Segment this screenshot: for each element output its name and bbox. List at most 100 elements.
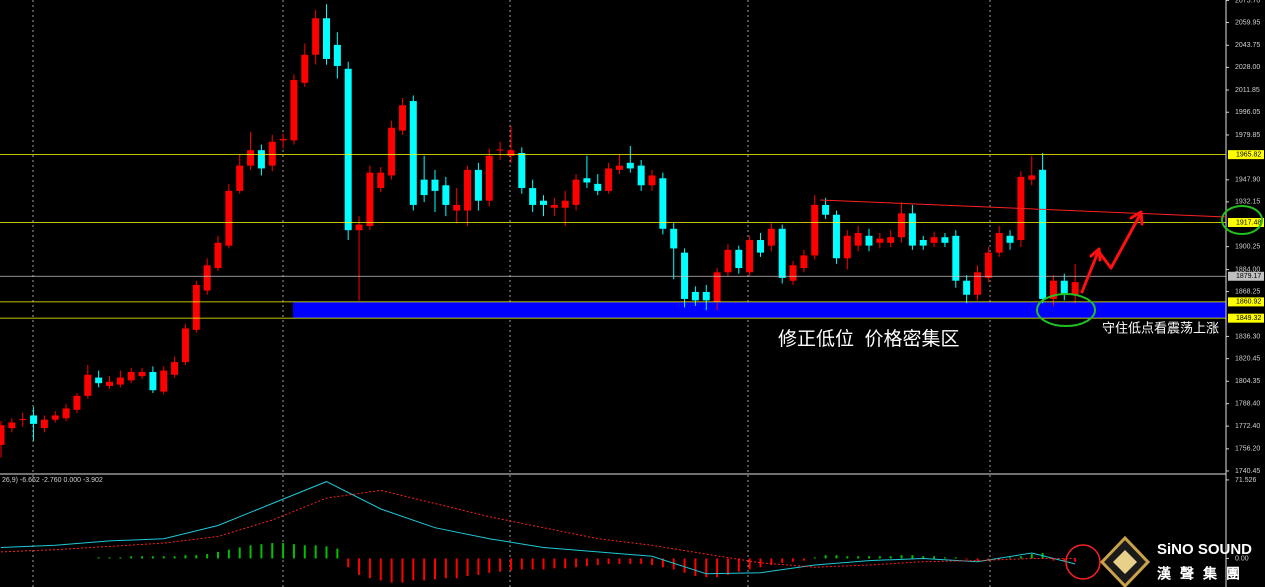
histogram-bar [1030, 554, 1033, 559]
price-level-label: 1849.32 [1236, 315, 1261, 322]
logo-subtitle: 漢聲集團 [1157, 566, 1249, 582]
candle-body [1028, 175, 1036, 180]
histogram-bar [954, 557, 957, 559]
y-tick-label: 2043.75 [1235, 42, 1260, 49]
histogram-bar [651, 558, 653, 566]
y-tick-label: 1932.15 [1235, 199, 1260, 206]
candle-body [236, 165, 244, 191]
candle-body [670, 228, 678, 249]
candle-body [854, 232, 862, 246]
y-tick-label: 1900.25 [1235, 244, 1260, 251]
candle-body [377, 172, 385, 189]
histogram-bar [607, 558, 610, 564]
histogram-bar [292, 544, 295, 559]
y-tick-label: 1996.05 [1235, 109, 1260, 116]
indicator-line [0, 481, 1076, 575]
candle-body [659, 178, 667, 229]
candle-body [106, 381, 113, 386]
histogram-bar [575, 558, 578, 568]
logo: SiNO SOUND 漢聲集團 [1099, 535, 1252, 587]
price-panel: 2075.70 2059.95 2043.75 2028.00 2011.85 1996.… [0, 0, 1264, 475]
candle-body [963, 280, 971, 295]
candle-body [843, 235, 851, 259]
candle-body [453, 204, 461, 211]
price-zone [293, 301, 1226, 319]
candle-body [1049, 280, 1057, 299]
candle-body [149, 371, 157, 391]
logo-mark [1113, 550, 1137, 574]
candle-body [572, 179, 580, 205]
candle-body [594, 183, 602, 191]
y-tick-label: 1820.45 [1235, 356, 1260, 363]
candle-body [366, 172, 374, 226]
candle-body [214, 242, 222, 269]
histogram-bar [976, 558, 979, 561]
y-tick-label: 1868.25 [1235, 288, 1260, 295]
histogram-bar [640, 558, 643, 564]
histogram-bar [759, 558, 762, 568]
candle-body [301, 54, 309, 83]
candle-body [496, 149, 504, 151]
histogram-bar [531, 558, 534, 570]
histogram-bar [119, 557, 122, 559]
candle-body [323, 18, 330, 59]
histogram-bar [401, 558, 404, 583]
histogram-bar [683, 558, 686, 573]
histogram-bar [802, 558, 805, 561]
histogram-bar [412, 558, 415, 581]
candle-body [898, 213, 906, 238]
histogram-bar [271, 543, 274, 559]
histogram-bar [477, 558, 480, 575]
macd-panel: 71.526 0.00 [0, 477, 1257, 583]
histogram-bar [325, 546, 328, 559]
histogram-bar [217, 551, 219, 559]
candle-body [355, 224, 363, 231]
histogram-bar [1009, 557, 1012, 559]
candle-body [203, 265, 211, 291]
candle-body [919, 240, 927, 246]
histogram-bar [488, 558, 491, 573]
candle-body [192, 284, 200, 330]
histogram-bar [336, 548, 339, 559]
histogram-bar [314, 545, 317, 559]
y-tick-label: 1804.35 [1235, 378, 1260, 385]
candle-body [702, 291, 710, 301]
histogram-bar [97, 557, 100, 559]
candle-body [181, 328, 189, 363]
price-level-tag [1228, 150, 1264, 160]
histogram-bar [249, 545, 252, 559]
candle-body [930, 237, 938, 243]
candle-body [225, 190, 233, 246]
candle-body [561, 200, 569, 208]
candle-body [1060, 280, 1068, 295]
candle-body [8, 422, 16, 429]
candle-body [431, 179, 439, 191]
candle-body [887, 237, 895, 243]
candle-body [409, 101, 417, 205]
candle-body [865, 235, 873, 246]
histogram-bar [868, 556, 870, 559]
candle-body [908, 213, 916, 246]
candle-body [540, 200, 547, 205]
arrow-head [1129, 210, 1144, 226]
y-tick-label: 2011.85 [1235, 87, 1260, 94]
histogram-bar [911, 555, 914, 559]
histogram-bar [499, 558, 502, 572]
histogram-bar [509, 558, 512, 571]
histogram-bar [108, 557, 111, 559]
histogram-bar [141, 556, 144, 559]
highlight-circle [1221, 205, 1263, 235]
candle-body [746, 240, 754, 273]
y-tick-label: 1772.40 [1235, 423, 1260, 430]
candle-body [626, 162, 634, 169]
candle-body [464, 169, 472, 211]
y-tick-label: 0.00 [1235, 555, 1249, 562]
candle-body [518, 152, 526, 189]
indicator-line [0, 489, 1076, 568]
candle-body [529, 188, 537, 205]
histogram-bar [423, 558, 426, 581]
candle-body [40, 419, 48, 429]
candle-body [388, 127, 396, 176]
candle-body [171, 362, 179, 375]
